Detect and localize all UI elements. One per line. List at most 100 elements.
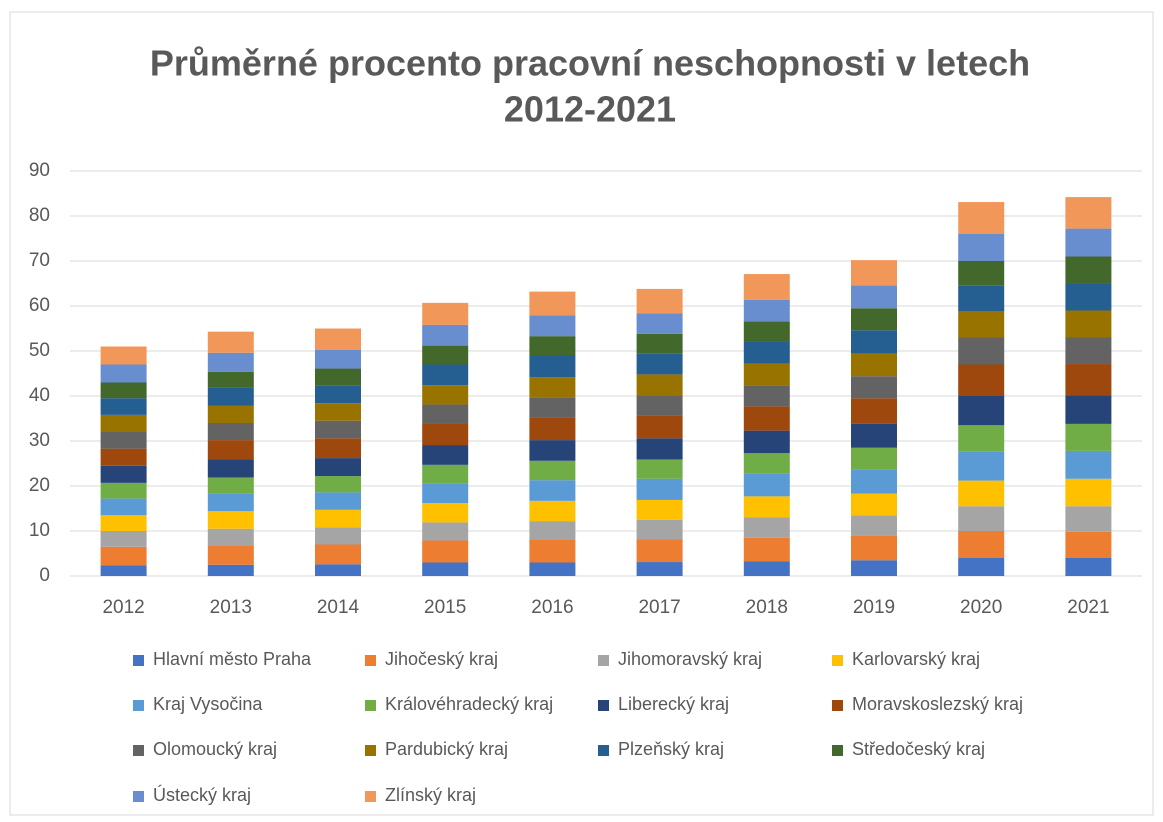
chart-title: 2012-2021 <box>504 89 676 130</box>
bar-segment <box>422 562 469 576</box>
bar-segment <box>1065 283 1112 311</box>
bar-segment <box>743 406 790 431</box>
legend-swatch <box>598 655 609 666</box>
legend-swatch <box>365 745 376 756</box>
bar-segment <box>636 539 683 563</box>
bar-segment <box>315 476 361 493</box>
bar-segment <box>315 564 361 576</box>
legend-label: Hlavní město Praha <box>153 649 312 669</box>
bar-segment <box>315 509 361 528</box>
bar-segment <box>851 423 897 448</box>
bar-segment <box>743 385 790 407</box>
bar-segment <box>743 430 790 454</box>
bar-segment <box>958 364 1005 396</box>
bar-segment <box>207 477 254 494</box>
bar-segment <box>958 311 1005 338</box>
bar-segment <box>743 341 790 364</box>
bar-segment <box>851 285 897 309</box>
bar-segment <box>958 202 1005 234</box>
y-tick-label: 50 <box>29 340 50 361</box>
bar-segment <box>958 285 1005 312</box>
legend-swatch <box>133 700 144 711</box>
bar-segment <box>422 423 469 446</box>
x-tick-label: 2018 <box>746 597 788 618</box>
bar-segment <box>100 465 147 483</box>
bar-segment <box>422 464 469 484</box>
legend-swatch <box>133 655 144 666</box>
bar-segment <box>422 483 469 504</box>
bar-segment <box>529 540 576 563</box>
y-tick-label: 30 <box>29 430 50 451</box>
bar-segment <box>315 544 361 565</box>
legend-swatch <box>832 745 843 756</box>
legend-swatch <box>365 655 376 666</box>
bar-segment <box>1065 450 1112 479</box>
bar-segment <box>851 469 897 494</box>
bar-segment <box>636 519 683 540</box>
bar-segment <box>207 387 254 406</box>
bar-segment <box>207 545 254 565</box>
bar-segment <box>422 445 469 465</box>
bar-segment <box>1065 364 1112 396</box>
bar-segment <box>315 328 361 350</box>
bar-segment <box>422 324 469 346</box>
bar-segment <box>1065 228 1112 257</box>
bar-segment <box>207 405 254 423</box>
bar-segment <box>636 478 683 500</box>
bar-segment <box>958 425 1005 452</box>
bar-segment <box>743 453 790 474</box>
legend-label: Karlovarský kraj <box>852 649 980 669</box>
bar-segment <box>422 522 469 541</box>
legend-swatch <box>133 745 144 756</box>
bar-segment <box>422 364 469 386</box>
bar-segment <box>529 377 576 398</box>
bar-segment <box>100 565 147 576</box>
bar-segment <box>958 506 1005 531</box>
bar-segment <box>958 451 1005 481</box>
y-tick-label: 0 <box>39 565 50 586</box>
bar-segment <box>100 482 147 499</box>
y-tick-label: 40 <box>29 385 50 406</box>
bar-segment <box>958 558 1005 576</box>
bar-segment <box>636 562 683 576</box>
bar-segment <box>315 420 361 439</box>
bar-segment <box>743 537 790 562</box>
bar-segment <box>1065 256 1112 284</box>
bar-segment <box>100 398 147 415</box>
bar-segment <box>207 440 254 460</box>
bar-segment <box>100 432 147 449</box>
bar-segment <box>529 355 576 378</box>
bar-segment <box>743 363 790 386</box>
bar-segment <box>207 352 254 372</box>
bar-segment <box>636 313 683 334</box>
bar-segment <box>315 458 361 477</box>
bar-segment <box>851 376 897 399</box>
bar-segment <box>1065 197 1112 229</box>
bar-segment <box>1065 478 1112 507</box>
bar-segment <box>529 562 576 576</box>
bar-segment <box>100 448 147 466</box>
bar-segment <box>743 274 790 300</box>
bar-segment <box>529 315 576 337</box>
bar-segment <box>100 382 147 399</box>
bar-segment <box>1065 558 1112 576</box>
legend-label: Středočeský kraj <box>852 739 985 759</box>
bar-segment <box>207 423 254 441</box>
bar-segment <box>851 353 897 377</box>
bar-segment <box>529 500 576 522</box>
bar-segment <box>851 447 897 470</box>
bar-segment <box>636 333 683 354</box>
bar-segment <box>851 330 897 354</box>
bar-segment <box>851 535 897 561</box>
bar-segment <box>1065 337 1112 365</box>
bar-segment <box>100 498 147 516</box>
legend-swatch <box>598 700 609 711</box>
bar-segment <box>636 438 683 460</box>
chart-title: Průměrné procento pracovní neschopnosti … <box>150 43 1030 84</box>
legend-swatch <box>365 791 376 802</box>
bar-segment <box>529 291 576 316</box>
bar-segment <box>636 459 683 479</box>
bar-segment <box>529 336 576 356</box>
legend-label: Jihomoravský kraj <box>618 649 762 669</box>
bar-segment <box>1065 531 1112 558</box>
